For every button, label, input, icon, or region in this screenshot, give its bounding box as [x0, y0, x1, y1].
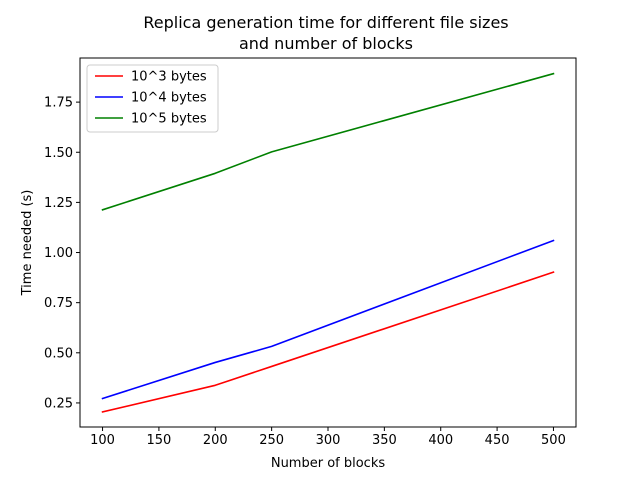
legend: 10^3 bytes 10^4 bytes 10^5 bytes: [86, 64, 219, 133]
x-tick-label: 250: [259, 433, 284, 448]
legend-label-10e4: 10^4 bytes: [131, 91, 207, 106]
legend-label-10e3: 10^3 bytes: [131, 70, 207, 85]
legend-box: [86, 64, 219, 133]
series-line-0: [101, 271, 555, 413]
y-axis-ticks: 0.25 0.50 0.75 1.00 1.25 1.50 1.75: [44, 96, 80, 411]
y-axis-label: Time needed (s): [20, 190, 35, 297]
chart-title-line-2: and number of blocks: [239, 34, 413, 53]
x-tick-label: 200: [203, 433, 228, 448]
x-tick-label: 450: [485, 433, 510, 448]
x-axis-label: Number of blocks: [271, 456, 386, 471]
y-tick-label: 1.00: [44, 246, 73, 261]
x-tick-label: 150: [146, 433, 171, 448]
chart-title-line-1: Replica generation time for different fi…: [143, 13, 508, 32]
series-lines: [101, 72, 555, 413]
y-tick-label: 0.75: [44, 296, 73, 311]
y-tick-label: 1.50: [44, 146, 73, 161]
y-tick-label: 0.25: [44, 396, 73, 411]
x-tick-label: 350: [372, 433, 397, 448]
legend-label-10e5: 10^5 bytes: [131, 112, 207, 127]
x-axis-ticks: 100 150 200 250 300 350 400 450 500: [90, 427, 566, 448]
x-tick-label: 500: [541, 433, 566, 448]
x-tick-label: 300: [316, 433, 341, 448]
y-tick-label: 1.75: [44, 96, 73, 111]
y-tick-label: 0.50: [44, 346, 73, 361]
plot-area-frame: [79, 57, 577, 428]
y-tick-label: 1.25: [44, 196, 73, 211]
series-line-2: [101, 72, 555, 211]
series-line-1: [101, 239, 555, 400]
x-tick-label: 400: [428, 433, 453, 448]
x-tick-label: 100: [90, 433, 115, 448]
